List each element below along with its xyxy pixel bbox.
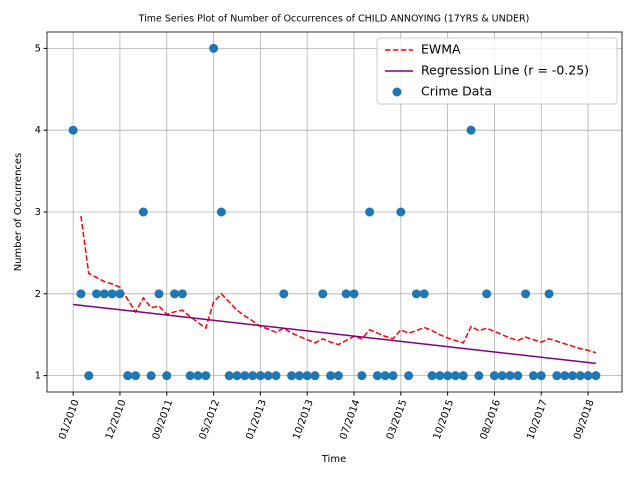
scatter-point (536, 371, 546, 381)
scatter-point (505, 371, 515, 381)
y-axis-label: Number of Occurrences (13, 153, 24, 272)
scatter-point (138, 207, 148, 217)
scatter-point (131, 371, 141, 381)
scatter-point (287, 371, 297, 381)
scatter-point (154, 289, 164, 299)
legend-marker (392, 87, 402, 97)
scatter-point (443, 371, 453, 381)
scatter-point (388, 371, 398, 381)
legend: EWMA Regression Line (r = -0.25) Crime Dat… (376, 37, 618, 105)
scatter-point (435, 371, 445, 381)
scatter-point (123, 371, 133, 381)
scatter-point (513, 371, 523, 381)
scatter-point (318, 289, 328, 299)
scatter-point (521, 289, 531, 299)
scatter-point (357, 371, 367, 381)
scatter-point (107, 289, 117, 299)
scatter-point (294, 371, 304, 381)
scatter-point (162, 371, 172, 381)
scatter-point (201, 371, 211, 381)
x-tick-label: 05/2012 (198, 398, 223, 441)
scatter-point (482, 289, 492, 299)
scatter-point (279, 289, 289, 299)
scatter-point (450, 371, 460, 381)
scatter-point (240, 371, 250, 381)
x-tick-label: 01/2013 (244, 398, 269, 441)
x-tick-label: 09/2018 (572, 398, 597, 441)
scatter-point (146, 371, 156, 381)
scatter-point (341, 289, 351, 299)
scatter-point (567, 371, 577, 381)
x-tick-label: 03/2015 (385, 398, 410, 441)
scatter-point (411, 289, 421, 299)
x-tick-label: 12/2010 (104, 398, 129, 441)
x-tick-label: 10/2017 (525, 398, 550, 441)
scatter-point (326, 371, 336, 381)
scatter-point (271, 371, 281, 381)
scatter-point (92, 289, 102, 299)
y-tick-label: 4 (35, 125, 41, 136)
scatter-point (216, 207, 226, 217)
scatter-point (419, 289, 429, 299)
x-tick-label: 10/2013 (291, 398, 316, 441)
legend-label: EWMA (421, 42, 461, 57)
line-0 (80, 215, 597, 354)
scatter-point (380, 371, 390, 381)
scatter-point (489, 371, 499, 381)
scatter-point (177, 289, 187, 299)
scatter-point (404, 371, 414, 381)
scatter-point (248, 371, 258, 381)
scatter-point (583, 371, 593, 381)
y-tick-label: 5 (35, 43, 41, 54)
legend-label: Regression Line (r = -0.25) (421, 63, 589, 78)
scatter-point (255, 371, 265, 381)
y-tick-label: 1 (35, 371, 41, 382)
scatter-point (333, 371, 343, 381)
x-tick-label: 09/2011 (151, 398, 176, 441)
scatter-point (68, 125, 78, 135)
scatter-point (209, 43, 219, 53)
scatter-point (99, 289, 109, 299)
scatter-point (474, 371, 484, 381)
y-tick-label: 2 (35, 289, 41, 300)
scatter-point (224, 371, 234, 381)
scatter-point (76, 289, 86, 299)
x-axis-label: Time (321, 454, 346, 465)
scatter-point (170, 289, 180, 299)
scatter-point (365, 207, 375, 217)
scatter-point (528, 371, 538, 381)
x-tick-label: 08/2016 (479, 398, 504, 441)
x-tick-label: 01/2010 (57, 398, 82, 441)
scatter-point (458, 371, 468, 381)
scatter-point (263, 371, 273, 381)
x-tick-label: 07/2014 (338, 398, 363, 441)
scatter-point (575, 371, 585, 381)
scatter-point (396, 207, 406, 217)
plot-frame (46, 31, 623, 393)
legend-box (376, 37, 618, 105)
scatter-point (427, 371, 437, 381)
scatter-point (552, 371, 562, 381)
x-tick-label: 10/2015 (432, 398, 457, 441)
scatter-point (302, 371, 312, 381)
chart-title: Time Series Plot of Number of Occurrence… (138, 14, 530, 25)
scatter-point (466, 125, 476, 135)
scatter-point (372, 371, 382, 381)
scatter-point (232, 371, 242, 381)
scatter-point (193, 371, 203, 381)
y-tick-label: 3 (35, 207, 41, 218)
scatter-point (497, 371, 507, 381)
scatter-point (544, 289, 554, 299)
scatter-point (115, 289, 125, 299)
scatter-point (310, 371, 320, 381)
scatter-point (349, 289, 359, 299)
scatter-point (185, 371, 195, 381)
scatter-point (591, 371, 601, 381)
scatter-point (560, 371, 570, 381)
legend-label: Crime Data (421, 84, 492, 99)
line-1 (73, 303, 596, 365)
scatter-point (84, 371, 94, 381)
